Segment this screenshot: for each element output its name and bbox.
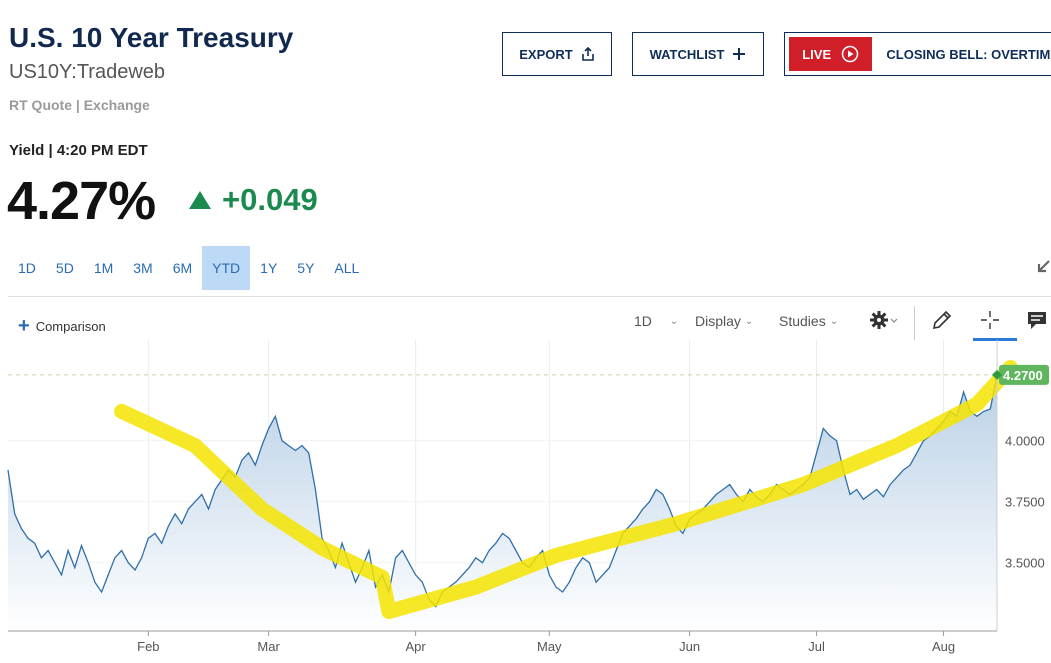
studies-label: Studies xyxy=(779,313,826,329)
crosshair-icon[interactable] xyxy=(979,309,1001,331)
tab-5d[interactable]: 5D xyxy=(55,260,74,276)
x-tick-label: Mar xyxy=(257,639,280,654)
tab-3m[interactable]: 3M xyxy=(133,260,153,276)
watchlist-button[interactable]: WATCHLIST xyxy=(632,32,764,76)
expand-arrow-icon[interactable] xyxy=(1036,259,1051,274)
last-point-marker xyxy=(992,369,1002,380)
series-line[interactable] xyxy=(7,374,998,608)
comparison-button[interactable]: + Comparison xyxy=(18,316,106,336)
chevron-down-icon: ⌄ xyxy=(744,315,754,327)
up-triangle-icon xyxy=(189,191,211,209)
x-tick-label: Jun xyxy=(679,639,700,654)
toolbar-separator xyxy=(914,306,915,340)
y-tick-label: 3.5000 xyxy=(1005,556,1045,571)
live-program-label: CLOSING BELL: OVERTIME xyxy=(886,46,1051,62)
range-tabs: 1D 5D 1M 3M 6M YTD 1Y 5Y ALL xyxy=(8,246,369,290)
display-dropdown[interactable]: Display ⌄ xyxy=(695,313,753,329)
page-title: U.S. 10 Year Treasury xyxy=(9,22,294,53)
series-area xyxy=(8,374,997,631)
yield-label: Yield | 4:20 PM EDT xyxy=(9,142,148,159)
comment-icon[interactable] xyxy=(1026,309,1048,331)
chevron-down-icon: ⌄ xyxy=(669,315,679,327)
plus-icon xyxy=(733,48,746,60)
y-tick-label: 3.7500 xyxy=(1005,495,1045,510)
studies-dropdown[interactable]: Studies ⌄ xyxy=(779,313,838,329)
interval-dropdown[interactable]: 1D ⌄ xyxy=(634,313,678,329)
interval-label: 1D xyxy=(634,313,652,329)
gear-icon[interactable] xyxy=(870,309,902,331)
live-stream-button[interactable]: LIVE CLOSING BELL: OVERTIME xyxy=(784,32,1051,76)
export-label: EXPORT xyxy=(519,46,573,62)
export-button[interactable]: EXPORT xyxy=(502,32,612,76)
yield-chart[interactable]: Feb Mar Apr May Jun Jul Aug 3.5000 3.7500 4.0000 4… xyxy=(0,340,1051,663)
yield-value: 4.27% xyxy=(7,171,156,231)
live-badge: LIVE xyxy=(789,37,873,71)
x-tick-label: May xyxy=(537,639,562,654)
comparison-label: Comparison xyxy=(35,318,106,334)
yield-change-value: +0.049 xyxy=(222,182,318,217)
play-circle-icon xyxy=(841,45,859,63)
tab-5y[interactable]: 5Y xyxy=(297,260,315,276)
tab-1d[interactable]: 1D xyxy=(18,260,36,276)
live-badge-label: LIVE xyxy=(802,46,832,62)
last-value-tag xyxy=(999,364,1049,385)
last-value-label: 4.2700 xyxy=(1003,368,1043,383)
crosshair-active-indicator xyxy=(973,338,1017,341)
x-tick-label: Aug xyxy=(932,639,955,654)
highlighter-annotation xyxy=(114,360,1018,619)
tab-6m[interactable]: 6M xyxy=(172,260,193,276)
symbol-label: US10Y:Tradeweb xyxy=(9,61,166,83)
tab-all[interactable]: ALL xyxy=(334,260,360,276)
display-label: Display xyxy=(695,313,741,329)
plus-icon: + xyxy=(18,315,30,337)
tab-1y[interactable]: 1Y xyxy=(260,260,278,276)
yield-change: +0.049 xyxy=(188,182,318,218)
x-tick-label: Jul xyxy=(808,639,825,654)
y-tick-label: 4.0000 xyxy=(1005,434,1045,449)
x-tick-label: Apr xyxy=(406,639,427,654)
divider xyxy=(8,296,1051,297)
quote-source-label: RT Quote | Exchange xyxy=(9,97,150,113)
tab-ytd[interactable]: YTD xyxy=(202,246,251,290)
share-icon xyxy=(581,47,594,61)
chevron-down-icon: ⌄ xyxy=(829,315,839,327)
pencil-icon[interactable] xyxy=(931,309,953,331)
tab-1m[interactable]: 1M xyxy=(93,260,114,276)
x-tick-label: Feb xyxy=(137,639,159,654)
watchlist-label: WATCHLIST xyxy=(649,46,725,62)
